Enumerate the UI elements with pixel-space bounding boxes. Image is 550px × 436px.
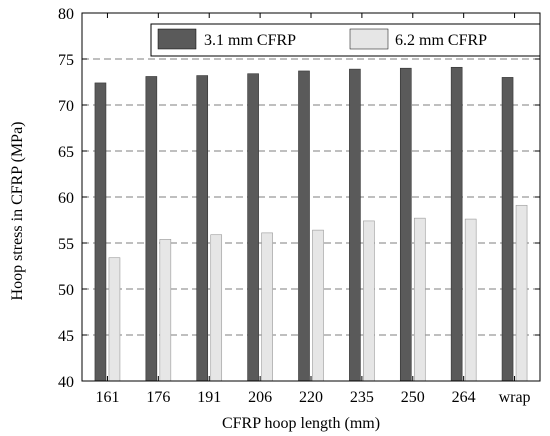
y-tick-label: 40 (58, 374, 74, 391)
legend-label-3-1-mm: 3.1 mm CFRP (204, 32, 296, 49)
x-tick-label: 191 (197, 389, 221, 406)
bar-series-1 (450, 66, 463, 382)
bar-series-1 (196, 75, 209, 382)
bars (94, 66, 528, 382)
y-tick-label: 50 (58, 282, 74, 299)
bar-series-1 (94, 82, 107, 382)
legend-swatch-3-1-mm (157, 28, 197, 50)
y-tick-label: 70 (58, 98, 74, 115)
bar-series-2 (159, 239, 172, 382)
x-tick-label: 206 (248, 389, 272, 406)
legend-swatch-6-2-mm (349, 28, 389, 50)
bar-series-1 (298, 70, 310, 382)
x-tick-label: 220 (299, 389, 323, 406)
bar-series-2 (108, 257, 121, 382)
bar-series-1 (399, 67, 412, 382)
y-axis-title: Hoop stress in CFRP (MPa) (9, 122, 26, 301)
y-tick-label: 75 (58, 52, 74, 69)
bar-series-1 (349, 68, 361, 382)
x-axis-title: CFRP hoop length (mm) (222, 415, 380, 432)
y-tick-label: 80 (58, 6, 74, 23)
legend: 3.1 mm CFRP 6.2 mm CFRP (150, 23, 541, 57)
y-tick-label: 65 (58, 144, 74, 161)
bar-series-1 (501, 77, 514, 382)
y-tick-label: 45 (58, 328, 74, 345)
legend-label-6-2-mm: 6.2 mm CFRP (395, 32, 487, 49)
bar-series-1 (145, 76, 158, 382)
bar-series-2 (515, 204, 528, 382)
x-tick-label: 161 (95, 389, 119, 406)
axis-ticks: 40 45 50 55 60 65 70 75 80 161 176 191 206 220 235 250 2… (58, 6, 540, 406)
bar-series-1 (247, 73, 259, 382)
bar-series-2 (464, 218, 477, 382)
bar-series-2 (363, 220, 375, 382)
x-tick-label: wrap (499, 389, 531, 406)
bar-series-2 (413, 217, 426, 382)
x-tick-label: 264 (452, 389, 476, 406)
x-tick-label: 235 (350, 389, 374, 406)
legend-box (150, 23, 541, 57)
y-tick-label: 55 (58, 236, 74, 253)
bar-series-2 (210, 234, 223, 382)
bar-series-2 (312, 229, 324, 382)
x-tick-label: 176 (146, 389, 170, 406)
bar-series-2 (261, 232, 273, 382)
y-tick-label: 60 (58, 190, 74, 207)
x-tick-label: 250 (401, 389, 425, 406)
